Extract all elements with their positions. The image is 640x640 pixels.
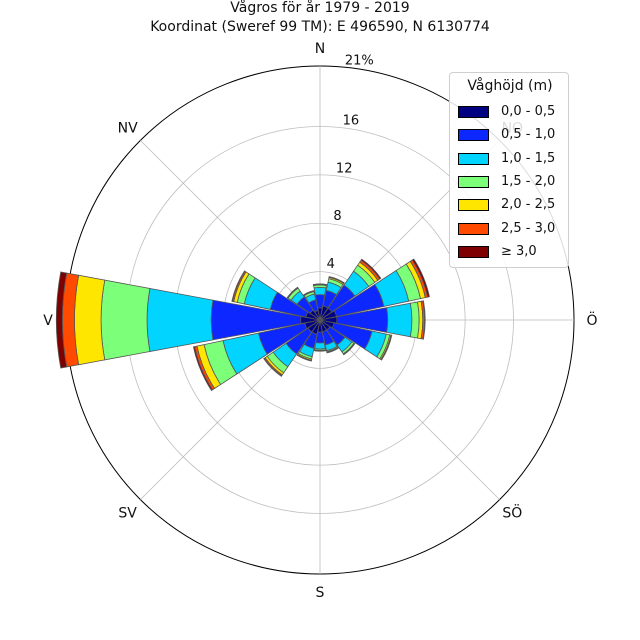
bar-segment-SSO-7 xyxy=(326,347,339,354)
bar-segment-VSV-7 xyxy=(192,346,214,392)
bar-segment-SSV-7 xyxy=(296,354,312,362)
legend-label: 0,5 - 1,0 xyxy=(501,127,556,143)
legend-item: 2,5 - 3,0 xyxy=(458,221,568,239)
bar-segment-NNV-7 xyxy=(303,290,315,296)
legend-item: 0,5 - 1,0 xyxy=(458,127,568,145)
compass-label: NV xyxy=(118,121,138,137)
legend-swatch xyxy=(458,222,489,235)
bar-segment-SÖ-7 xyxy=(343,343,356,356)
legend-swatch xyxy=(458,199,489,212)
legend: Våghöjd (m) 0,0 - 0,5 0,5 - 1,0 1,0 - 1,5 1… xyxy=(449,72,569,268)
legend-item: ≥ 3,0 xyxy=(458,244,568,262)
bar-segment-V-3 xyxy=(146,288,214,352)
bar-segment-N-7 xyxy=(312,283,328,286)
legend-label: 0,0 - 0,5 xyxy=(501,104,556,119)
radial-tick-label: 8 xyxy=(333,209,341,224)
bar-segment-S-3 xyxy=(314,342,326,350)
compass-label: SV xyxy=(118,505,137,521)
bar-segment-SV-7 xyxy=(263,357,283,377)
legend-item: 2,0 - 2,5 xyxy=(458,197,568,215)
legend-swatch xyxy=(458,129,489,142)
compass-label: Ö xyxy=(586,311,597,329)
bar-segment-VNV-7 xyxy=(231,270,246,302)
bar-segment-NNO-7 xyxy=(328,276,345,284)
compass-label: S xyxy=(316,585,325,601)
legend-item: 1,5 - 2,0 xyxy=(458,174,568,192)
legend-item: 1,0 - 1,5 xyxy=(458,151,568,169)
bar-segment-N-3 xyxy=(313,286,327,296)
radial-tick-label: 4 xyxy=(327,257,335,272)
legend-label: 2,0 - 2,5 xyxy=(501,197,556,213)
bar-segment-NV-7 xyxy=(286,286,299,299)
wave-rose-bars xyxy=(55,258,430,392)
bar-segment-V-7 xyxy=(55,271,68,369)
bar-segment-NO-7 xyxy=(360,258,382,280)
legend-swatch xyxy=(458,175,489,188)
compass-label: SÖ xyxy=(502,503,522,521)
chart-subtitle: Koordinat (Sweref 99 TM): E 496590, N 61… xyxy=(150,19,490,35)
radial-tick-label: 12 xyxy=(336,161,353,176)
compass-label: N xyxy=(315,41,325,57)
legend-label: 2,5 - 3,0 xyxy=(501,220,556,236)
legend-swatch xyxy=(458,106,489,118)
legend-label: ≥ 3,0 xyxy=(501,243,537,259)
legend-label: 1,0 - 1,5 xyxy=(501,150,556,166)
compass-label: V xyxy=(43,313,53,329)
radial-tick-labels: 4 8 12 16 21% xyxy=(327,53,374,272)
radial-tick-label: 21% xyxy=(345,53,374,68)
bar-segment-Ö-3 xyxy=(386,302,413,338)
legend-label: 1,5 - 2,0 xyxy=(501,173,556,189)
grid-spoke xyxy=(140,140,321,321)
legend-title: Våghöjd (m) xyxy=(467,78,553,94)
bar-segment-S-7 xyxy=(313,350,327,352)
bar-segment-ONO-7 xyxy=(411,258,430,298)
bar-segment-Ö-7 xyxy=(422,300,426,340)
bar-segment-Ö-4 xyxy=(409,301,420,339)
bar-segment-V-4 xyxy=(100,279,151,361)
bar-segment-V-5 xyxy=(74,274,106,366)
bar-segment-OSO-7 xyxy=(380,334,393,361)
radial-tick-label: 16 xyxy=(343,113,360,128)
chart-title: Vågros för år 1979 - 2019 xyxy=(230,0,410,16)
legend-swatch xyxy=(458,245,489,258)
legend-item: 0,0 - 0,5 xyxy=(458,104,568,122)
legend-swatch xyxy=(458,152,489,165)
